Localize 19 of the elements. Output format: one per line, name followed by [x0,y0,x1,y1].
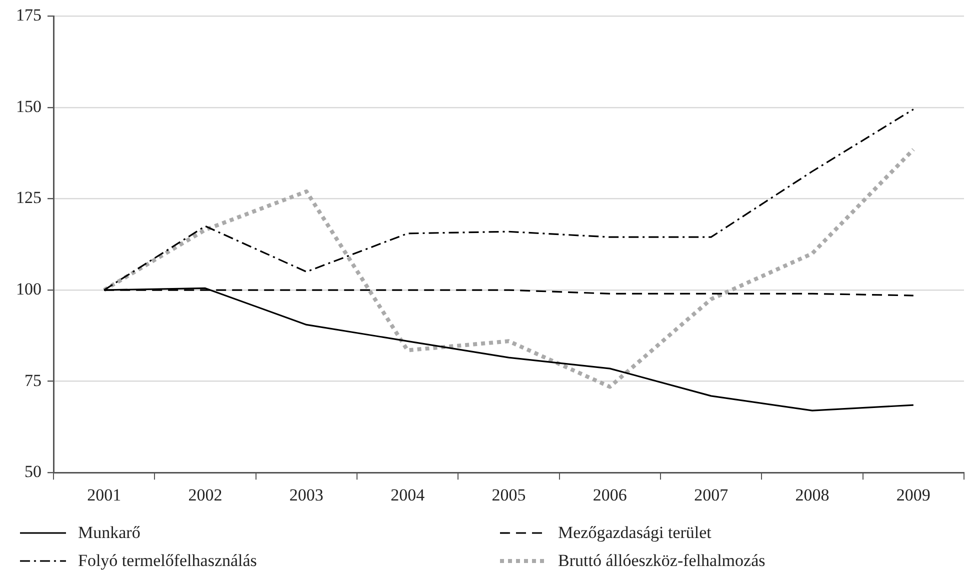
x-tick-label: 2001 [87,485,122,504]
x-tick-label: 2008 [795,485,830,504]
y-tick-label: 125 [16,188,42,208]
y-tick-label: 75 [24,370,42,390]
y-tick-label: 150 [16,96,42,116]
y-tick-label: 100 [16,280,42,299]
x-tick-label: 2006 [592,485,627,504]
y-tick-label: 175 [16,6,42,25]
x-tick-label: 2005 [492,485,526,504]
x-tick-label: 2007 [694,485,729,504]
x-tick-label: 2003 [289,485,324,504]
legend-label: Folyó termelőfelhasználás [78,551,257,571]
x-tick-label: 2009 [896,485,930,504]
legend-label: Bruttó állóeszköz-felhalmozás [558,551,766,571]
legend-label: Munkarő [78,523,140,543]
x-tick-label: 2002 [188,485,222,504]
y-tick-label: 50 [24,462,42,482]
legend-label: Mezőgazdasági terület [558,523,712,543]
x-tick-label: 2004 [390,485,426,504]
